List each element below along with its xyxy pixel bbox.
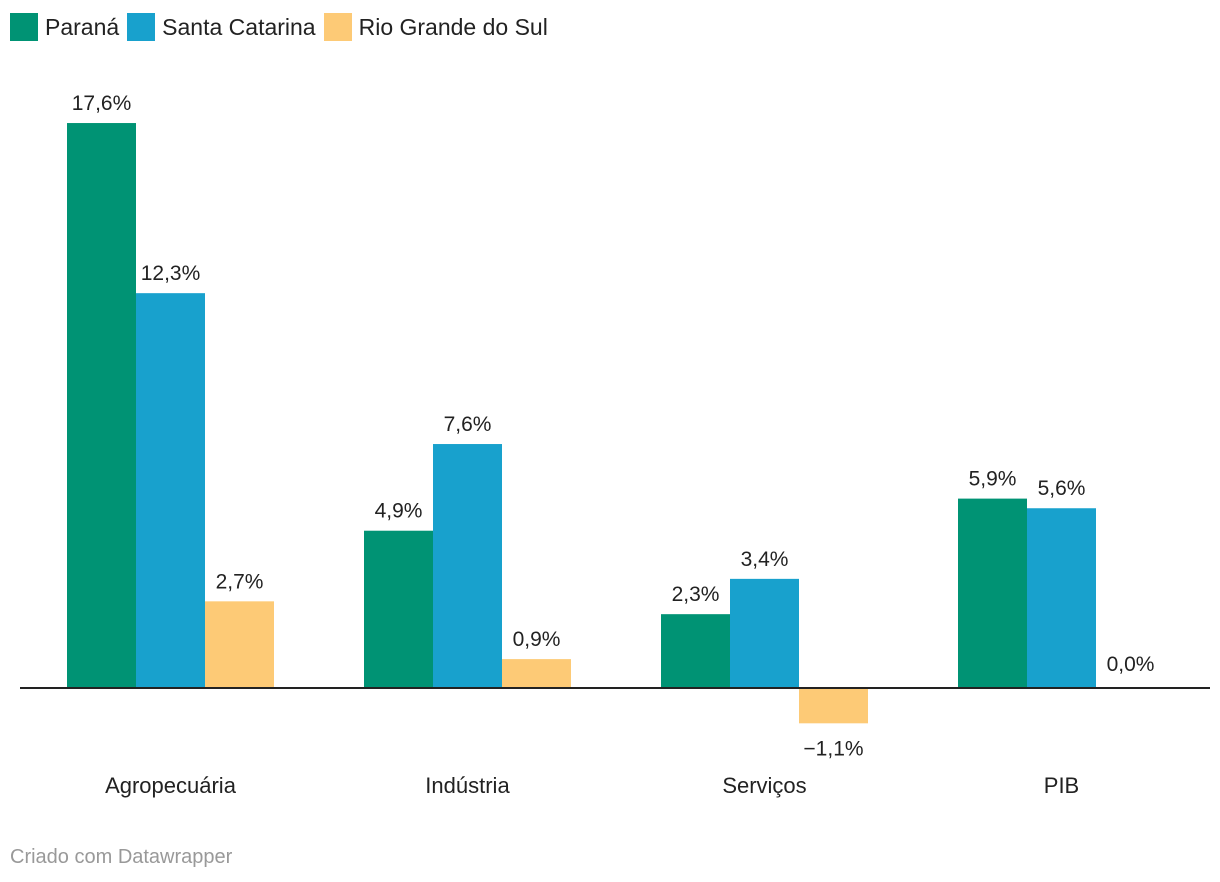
legend-label-parana: Paraná	[45, 14, 120, 40]
legend: Paraná Santa Catarina Rio Grande do Sul	[10, 13, 556, 41]
legend-swatch-rio-grande-do-sul	[323, 13, 352, 41]
value-label-industria-santa-catarina: 7,6%	[444, 413, 492, 436]
category-label-pib: PIB	[1044, 773, 1079, 798]
bar-pib-parana	[958, 498, 1027, 688]
value-label-pib-parana: 5,9%	[969, 468, 1017, 491]
bar-agropecuaria-rio-grande-do-sul	[205, 601, 274, 688]
category-label-servicos: Serviços	[722, 773, 806, 798]
value-label-pib-santa-catarina: 5,6%	[1038, 477, 1086, 500]
category-label-agropecuaria: Agropecuária	[105, 773, 237, 798]
bar-agropecuaria-parana	[67, 123, 136, 689]
value-label-agropecuaria-parana: 17,6%	[72, 92, 132, 115]
legend-label-santa-catarina: Santa Catarina	[162, 14, 316, 40]
bar-industria-rio-grande-do-sul	[502, 659, 571, 688]
bar-servicos-parana	[661, 614, 730, 688]
value-label-agropecuaria-rio-grande-do-sul: 2,7%	[216, 570, 264, 593]
bar-industria-santa-catarina	[433, 444, 502, 688]
legend-swatch-parana	[10, 13, 38, 41]
legend-item-parana: Paraná	[10, 13, 119, 41]
legend-label-rio-grande-do-sul: Rio Grande do Sul	[358, 14, 548, 40]
value-label-servicos-parana: 2,3%	[672, 583, 720, 606]
value-label-industria-rio-grande-do-sul: 0,9%	[513, 628, 561, 651]
value-label-industria-parana: 4,9%	[375, 500, 423, 523]
legend-item-santa-catarina: Santa Catarina	[127, 13, 316, 41]
bar-servicos-rio-grande-do-sul	[799, 688, 868, 724]
bar-industria-parana	[364, 530, 433, 688]
bar-agropecuaria-santa-catarina	[136, 293, 205, 688]
legend-item-rio-grande-do-sul: Rio Grande do Sul	[323, 13, 548, 41]
footer-credit: Criado com Datawrapper	[10, 846, 233, 868]
value-label-agropecuaria-santa-catarina: 12,3%	[141, 262, 201, 285]
value-label-pib-rio-grande-do-sul: 0,0%	[1107, 653, 1155, 676]
bar-servicos-santa-catarina	[730, 578, 799, 688]
value-label-servicos-rio-grande-do-sul: −1,1%	[803, 737, 863, 760]
bar-pib-santa-catarina	[1027, 508, 1096, 688]
value-label-servicos-santa-catarina: 3,4%	[741, 548, 789, 571]
legend-swatch-santa-catarina	[127, 13, 156, 41]
category-label-industria: Indústria	[425, 773, 510, 798]
